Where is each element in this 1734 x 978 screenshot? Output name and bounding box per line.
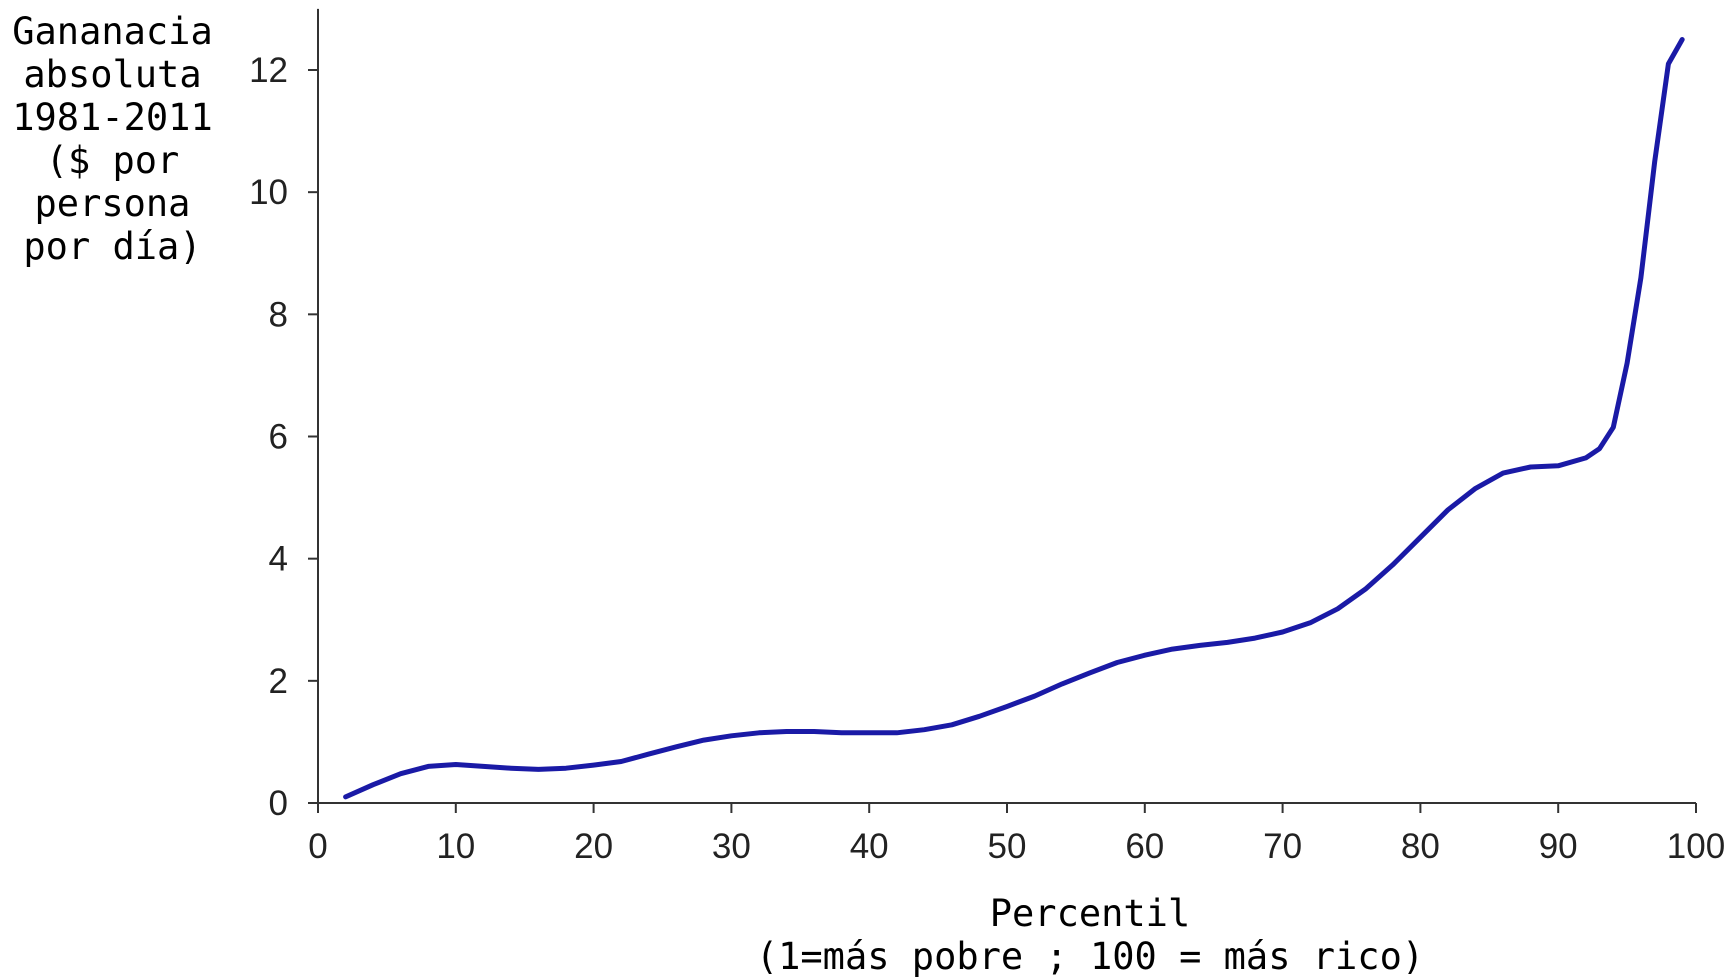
y-axis-label-line: Gananacia bbox=[12, 10, 213, 53]
y-tick-label: 2 bbox=[269, 662, 288, 701]
x-axis-label-line: (1=más pobre ; 100 = más rico) bbox=[755, 935, 1425, 978]
x-tick-label: 60 bbox=[1125, 827, 1164, 866]
y-tick-label: 12 bbox=[249, 51, 288, 90]
y-tick-label: 4 bbox=[269, 540, 288, 579]
x-tick-label: 30 bbox=[712, 827, 751, 866]
x-tick-label: 0 bbox=[308, 827, 327, 866]
x-tick-label: 10 bbox=[436, 827, 475, 866]
y-axis-label-line: 1981-2011 bbox=[12, 96, 213, 139]
y-tick-label: 0 bbox=[269, 784, 288, 823]
y-axis-label-line: ($ por bbox=[45, 139, 180, 182]
y-axis-label-line: absoluta bbox=[23, 53, 202, 96]
x-tick-label: 20 bbox=[574, 827, 613, 866]
x-tick-label: 100 bbox=[1667, 827, 1725, 866]
x-tick-label: 90 bbox=[1539, 827, 1578, 866]
y-axis-label-line: persona bbox=[34, 182, 191, 225]
x-tick-label: 80 bbox=[1401, 827, 1440, 866]
x-axis-label: Percentil (1=más pobre ; 100 = más rico) bbox=[640, 892, 1540, 978]
x-axis-label-line: Percentil bbox=[989, 892, 1191, 935]
x-tick-label: 40 bbox=[850, 827, 889, 866]
y-axis-label: Gananacia absoluta 1981-2011 ($ por pers… bbox=[0, 10, 225, 268]
x-tick-label: 70 bbox=[1263, 827, 1302, 866]
y-tick-label: 8 bbox=[269, 295, 288, 334]
y-axis-label-line: por día) bbox=[23, 225, 202, 268]
x-tick-label: 50 bbox=[988, 827, 1027, 866]
y-tick-label: 6 bbox=[269, 418, 288, 457]
y-tick-label: 10 bbox=[249, 173, 288, 212]
series-line bbox=[343, 37, 1685, 800]
